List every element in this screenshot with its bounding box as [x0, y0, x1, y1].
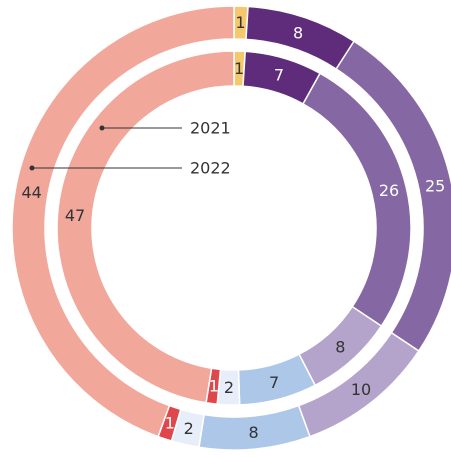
data-label: 1 — [209, 377, 219, 396]
leader-dot — [99, 125, 105, 131]
leader-dot — [29, 165, 35, 171]
data-label: 8 — [335, 337, 345, 356]
data-label: 1 — [165, 414, 175, 433]
data-label: 7 — [274, 65, 284, 84]
donut-segment — [11, 5, 235, 438]
series-label: 2021 — [190, 119, 231, 138]
data-label: 8 — [293, 23, 303, 42]
data-label: 26 — [379, 181, 399, 200]
annotations: 2021 2022 — [29, 119, 231, 178]
data-label: 25 — [425, 176, 445, 195]
data-label: 7 — [269, 373, 279, 392]
data-label: 47 — [65, 206, 85, 225]
data-label: 2 — [224, 378, 234, 397]
data-label: 44 — [21, 183, 41, 202]
data-label: 1 — [234, 59, 244, 78]
data-label: 10 — [351, 380, 371, 399]
series-label: 2022 — [190, 159, 231, 178]
donut-segment — [56, 50, 235, 404]
data-label: 8 — [248, 423, 258, 442]
data-label: 2 — [184, 419, 194, 438]
data-label: 1 — [235, 13, 245, 32]
